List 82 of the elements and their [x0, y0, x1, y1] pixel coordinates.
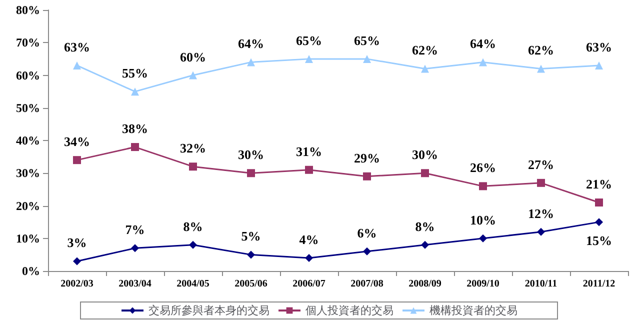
- point: [247, 250, 255, 259]
- data-label: 34%: [64, 134, 90, 150]
- data-label: 65%: [354, 32, 380, 48]
- data-label: 31%: [296, 144, 322, 159]
- point: [73, 61, 81, 70]
- data-label: 8%: [183, 218, 203, 234]
- point: [479, 58, 487, 66]
- data-label: 3%: [67, 235, 87, 250]
- point: [595, 198, 603, 206]
- data-label: 60%: [180, 49, 206, 64]
- data-label: 12%: [528, 206, 554, 221]
- x-tick-label: 2009/10: [466, 278, 500, 290]
- data-label: 65%: [296, 32, 322, 48]
- data-label: 55%: [122, 66, 148, 81]
- data-label: 29%: [354, 150, 380, 166]
- x-tick-label: 2006/07: [292, 278, 326, 290]
- point: [537, 228, 545, 236]
- y-tick-label: 30%: [16, 166, 40, 180]
- x-tick-label: 2010/11: [524, 278, 558, 290]
- point: [189, 162, 197, 171]
- data-label: 15%: [586, 233, 612, 248]
- point: [537, 64, 545, 73]
- data-label: 63%: [586, 39, 612, 54]
- data-label: 30%: [238, 147, 264, 162]
- legend-label: 交易所參與者本身的交易: [148, 304, 270, 317]
- point: [189, 71, 197, 80]
- point: [363, 54, 371, 63]
- x-tick-label: 2008/09: [408, 278, 442, 290]
- x-tick-label: 2007/08: [350, 278, 384, 290]
- point: [363, 172, 371, 180]
- point: [479, 182, 487, 190]
- data-label: 62%: [412, 42, 438, 58]
- point: [595, 61, 603, 70]
- point: [73, 156, 81, 164]
- data-label: 4%: [299, 232, 319, 247]
- y-tick-label: 10%: [16, 231, 40, 246]
- y-tick-label: 80%: [16, 3, 40, 17]
- data-label: 5%: [241, 228, 261, 244]
- legend-label: 機構投資者的交易: [430, 304, 518, 317]
- data-label: 21%: [586, 176, 612, 192]
- point: [131, 143, 139, 152]
- x-tick-label: 2003/04: [118, 278, 152, 290]
- legend-label: 個人投資者的交易: [306, 304, 394, 317]
- point: [305, 166, 313, 174]
- data-label: 30%: [412, 147, 438, 162]
- point: [73, 257, 81, 266]
- y-tick-label: 40%: [16, 134, 40, 148]
- point: [247, 169, 255, 178]
- point: [595, 218, 603, 226]
- data-label: 27%: [528, 156, 554, 172]
- data-label: 6%: [357, 225, 377, 240]
- y-tick-label: 50%: [16, 100, 40, 115]
- point: [247, 58, 255, 66]
- data-label: 62%: [528, 42, 554, 58]
- point: [421, 169, 429, 178]
- point: [305, 254, 313, 262]
- y-tick-label: 20%: [16, 198, 40, 213]
- x-tick-label: 2005/06: [234, 278, 268, 290]
- point: [131, 244, 139, 252]
- data-label: 63%: [64, 39, 90, 54]
- data-label: 7%: [125, 222, 145, 238]
- point: [421, 64, 429, 73]
- point: [189, 240, 197, 249]
- data-label: 32%: [180, 140, 206, 156]
- x-tick-label: 2004/05: [176, 278, 210, 290]
- data-label: 64%: [470, 36, 496, 52]
- point: [421, 240, 429, 249]
- x-tick-label: 2002/03: [60, 278, 94, 290]
- point: [131, 88, 139, 96]
- point: [537, 178, 545, 187]
- data-label: 8%: [415, 218, 435, 234]
- data-label: 10%: [470, 212, 496, 228]
- x-tick-label: 2011/12: [582, 278, 616, 290]
- y-tick-label: 70%: [16, 36, 40, 50]
- point: [305, 54, 313, 63]
- data-label: 26%: [470, 160, 496, 176]
- y-tick-label: 0%: [22, 264, 40, 278]
- data-label: 64%: [238, 36, 264, 52]
- data-label: 38%: [122, 121, 148, 136]
- y-tick-label: 60%: [16, 68, 40, 82]
- point: [479, 234, 487, 242]
- point: [363, 247, 371, 256]
